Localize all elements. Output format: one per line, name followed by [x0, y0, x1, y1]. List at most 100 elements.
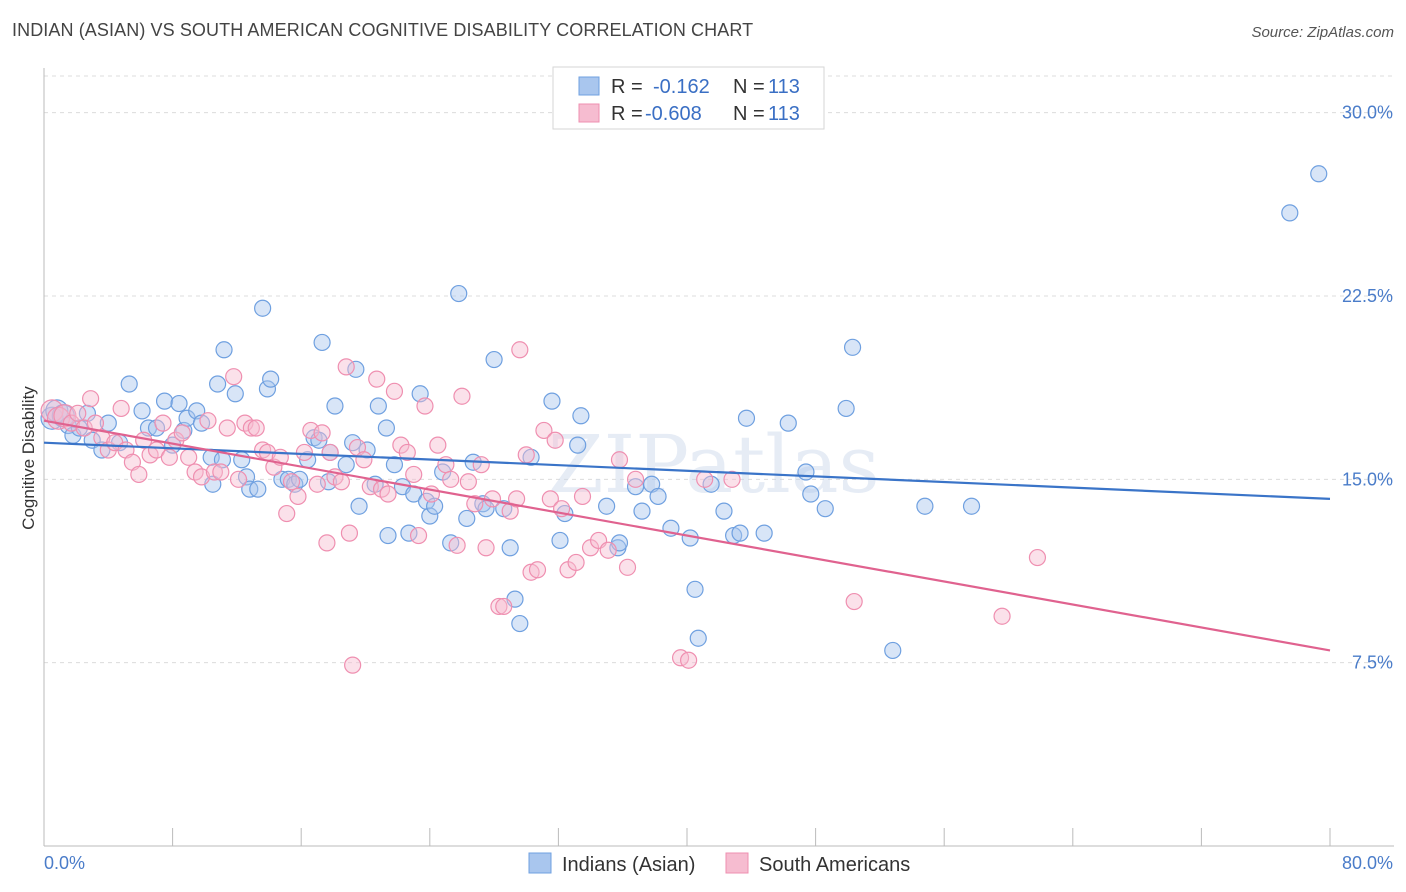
bottom-legend-label-south-americans: South Americans — [759, 854, 910, 876]
point-south-americans-45 — [318, 534, 336, 552]
point-indians-100 — [802, 485, 820, 503]
point-indians-97 — [755, 524, 773, 542]
point-south-americans-29 — [225, 368, 243, 386]
point-south-americans-38 — [278, 504, 296, 523]
point-indians-54 — [379, 526, 397, 545]
point-south-americans-27 — [212, 463, 230, 481]
point-south-americans-65 — [429, 436, 447, 454]
point-south-americans-41 — [295, 443, 314, 462]
point-south-americans-70 — [459, 473, 477, 491]
point-south-americans-46 — [321, 443, 339, 462]
point-south-americans-67 — [442, 470, 460, 488]
point-south-americans-80 — [517, 446, 535, 464]
point-south-americans-85 — [546, 431, 564, 449]
point-indians-49 — [350, 497, 368, 515]
point-indians-11 — [120, 375, 138, 393]
point-south-americans-4 — [69, 404, 87, 422]
point-south-americans-60 — [398, 443, 416, 462]
point-south-americans-93 — [610, 451, 629, 469]
point-indians-45 — [326, 397, 344, 415]
point-indians-76 — [543, 392, 561, 410]
point-indians-33 — [258, 380, 277, 398]
point-indians-12 — [133, 402, 151, 420]
point-indians-46 — [337, 456, 355, 474]
point-indians-31 — [249, 480, 267, 498]
legend-swatch-south-americans — [578, 103, 600, 123]
point-indians-85 — [633, 502, 651, 520]
point-south-americans-102 — [1028, 548, 1047, 567]
point-south-americans-83 — [535, 421, 553, 440]
point-south-americans-94 — [618, 558, 637, 576]
point-indians-34 — [262, 370, 280, 388]
y-tick-label-1: 15.0% — [1342, 469, 1393, 489]
point-south-americans-50 — [340, 524, 359, 542]
point-indians-91 — [689, 629, 707, 647]
point-indians-79 — [569, 436, 587, 454]
point-south-americans-63 — [416, 397, 434, 415]
point-south-americans-44 — [313, 424, 331, 442]
point-south-americans-72 — [472, 456, 490, 474]
point-indians-107 — [1281, 204, 1299, 222]
point-indians-90 — [686, 580, 704, 598]
point-south-americans-39 — [282, 473, 301, 491]
point-south-americans-58 — [385, 382, 404, 400]
x-tick-label-1: 80.0% — [1342, 853, 1393, 873]
y-tick-label-3: 30.0% — [1342, 103, 1393, 123]
point-south-americans-26 — [205, 463, 223, 481]
point-indians-52 — [369, 397, 387, 415]
point-south-americans-97 — [680, 651, 698, 669]
point-south-americans-34 — [254, 441, 272, 459]
point-south-americans-62 — [409, 526, 428, 545]
point-indians-75 — [522, 448, 540, 466]
point-south-americans-61 — [405, 465, 423, 484]
point-south-americans-17 — [147, 441, 166, 459]
point-south-americans-7 — [86, 414, 105, 432]
point-south-americans-49 — [337, 358, 355, 376]
point-south-americans-25 — [199, 412, 217, 430]
legend-r-label-2: R = — [611, 103, 643, 125]
point-south-americans-101 — [993, 607, 1011, 625]
point-south-americans-84 — [541, 490, 559, 508]
point-south-americans-89 — [573, 487, 592, 506]
point-south-americans-69 — [453, 387, 471, 405]
legend-n-value-1: 113 — [768, 76, 800, 98]
chart-title: INDIAN (ASIAN) VS SOUTH AMERICAN COGNITI… — [12, 20, 754, 40]
point-indians-98 — [779, 414, 797, 432]
legend-n-label-2: N = — [733, 103, 765, 125]
point-south-americans-14 — [130, 465, 148, 484]
point-indians-80 — [572, 407, 590, 425]
point-indians-17 — [170, 394, 188, 413]
trend-line-indians — [43, 441, 1331, 500]
point-indians-32 — [254, 299, 272, 317]
point-indians-81 — [598, 497, 616, 515]
point-indians-26 — [215, 341, 233, 359]
point-indians-66 — [458, 509, 476, 528]
tick-labels: 7.5% 15.0% 22.5% 30.0% 0.0% 80.0% — [44, 103, 1393, 873]
point-south-americans-98 — [696, 470, 714, 488]
point-south-americans-73 — [477, 539, 495, 557]
point-indians-61 — [421, 507, 439, 525]
point-indians-106 — [962, 497, 981, 515]
point-indians-72 — [501, 539, 519, 557]
chart-source: Source: ZipAtlas.com — [1251, 24, 1394, 41]
point-indians-93 — [715, 502, 733, 520]
point-south-americans-30 — [229, 470, 248, 488]
point-south-americans-100 — [845, 592, 863, 611]
legend-r-label-1: R = — [611, 76, 643, 98]
series-south-americans — [40, 341, 1047, 674]
point-south-americans-19 — [160, 448, 178, 466]
axes — [43, 68, 1394, 847]
point-south-americans-21 — [173, 424, 191, 442]
point-south-americans-43 — [308, 475, 326, 493]
gridlines — [44, 75, 1394, 664]
point-indians-65 — [450, 284, 468, 303]
point-south-americans-68 — [448, 536, 466, 554]
point-south-americans-40 — [289, 487, 307, 506]
point-indians-102 — [837, 399, 855, 418]
point-south-americans-11 — [112, 399, 130, 418]
point-south-americans-88 — [567, 553, 585, 572]
point-indians-55 — [385, 456, 404, 474]
legend-r-value-2: -0.608 — [645, 103, 702, 125]
bottom-legend-swatch-south-americans — [725, 852, 749, 874]
